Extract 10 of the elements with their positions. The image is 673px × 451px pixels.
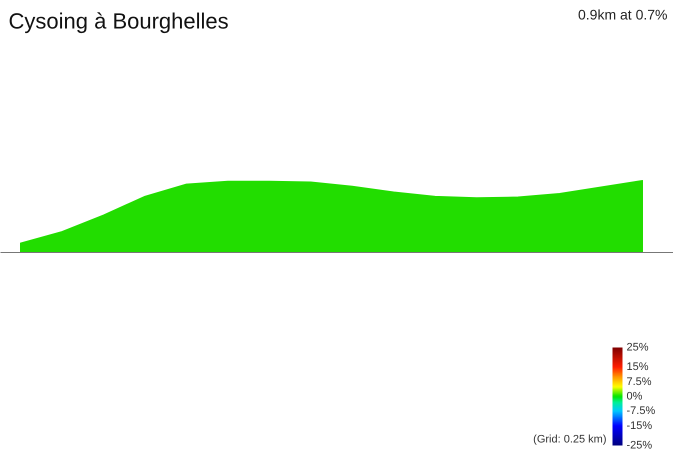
chart-title: Cysoing à Bourghelles — [8, 8, 229, 34]
color-bar-label: 15% — [626, 361, 649, 374]
color-bar-label: -7.5% — [626, 405, 656, 418]
color-bar-label: 0% — [626, 390, 643, 402]
color-bar-label: -15% — [626, 420, 652, 432]
color-bar-label: 7.5% — [626, 376, 652, 388]
chart-subtitle: 0.9km at 0.7% — [578, 6, 668, 22]
text: (Grid: 0.25 km) — [533, 434, 607, 446]
color-bar-label: -25% — [626, 440, 652, 451]
color-bar-label: 25% — [626, 342, 649, 354]
